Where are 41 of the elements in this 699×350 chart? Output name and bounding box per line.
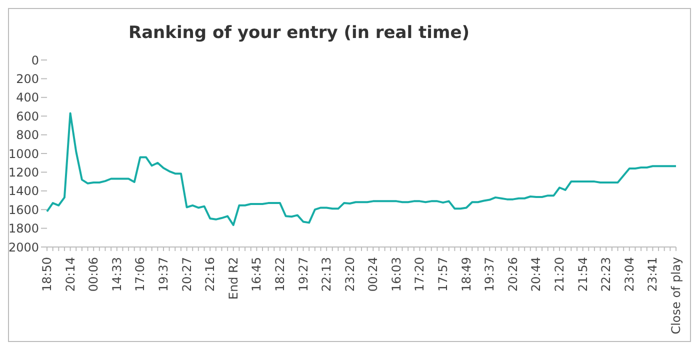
x-tick-label: 21:20	[552, 257, 567, 292]
x-tick-label: 14:33	[110, 257, 124, 292]
x-tick-label: 23:20	[342, 257, 357, 292]
x-tick-label: 22:13	[320, 257, 334, 292]
x-tick-label: 20:14	[63, 257, 78, 292]
y-tick-label: 1600	[8, 202, 39, 217]
x-tick-label: 19:37	[482, 257, 497, 292]
x-tick-label: 00:24	[366, 257, 380, 292]
x-tick-label: 18:49	[459, 257, 474, 292]
x-tick-label: 20:27	[180, 257, 194, 292]
line-series	[46, 112, 677, 226]
x-tick-label: 17:20	[412, 257, 427, 292]
x-tick-label: 16:45	[250, 257, 264, 292]
x-tick-label: 18:50	[40, 257, 54, 292]
x-tick-label: 19:37	[156, 257, 170, 292]
x-tick-label: Close of play	[669, 257, 683, 334]
x-tick-label: 17:57	[436, 257, 450, 292]
x-tick-label: 18:22	[272, 257, 287, 292]
y-tick-label: 1400	[8, 184, 39, 198]
x-tick-label: 20:26	[506, 257, 520, 292]
x-tick-label: 00:06	[86, 257, 101, 292]
x-tick-label: 22:23	[599, 257, 614, 292]
y-tick-label: 200	[16, 72, 39, 86]
y-tick-label: 2000	[8, 240, 39, 254]
x-tick-label: 22:16	[203, 257, 218, 292]
y-tick-label: 800	[16, 128, 39, 142]
y-tick-label: 1200	[8, 165, 39, 180]
x-tick-label: 16:03	[389, 257, 404, 292]
y-tick-label: 0	[31, 53, 39, 68]
x-tick-label: 20:44	[529, 257, 544, 292]
x-tick-label: 17:06	[133, 257, 148, 292]
x-tick-label: 23:04	[622, 257, 636, 292]
y-tick-label: 400	[16, 90, 39, 105]
y-tick-label: 1000	[8, 146, 39, 161]
y-tick-label: 1800	[8, 222, 39, 236]
chart-title: Ranking of your entry (in real time)	[127, 23, 470, 43]
y-tick-label: 600	[16, 109, 39, 124]
x-tick-label: End R2	[226, 257, 240, 300]
x-tick-label: 23:41	[646, 257, 660, 292]
x-tick-label: 21:54	[576, 257, 590, 292]
x-tick-label: 19:27	[296, 257, 310, 292]
